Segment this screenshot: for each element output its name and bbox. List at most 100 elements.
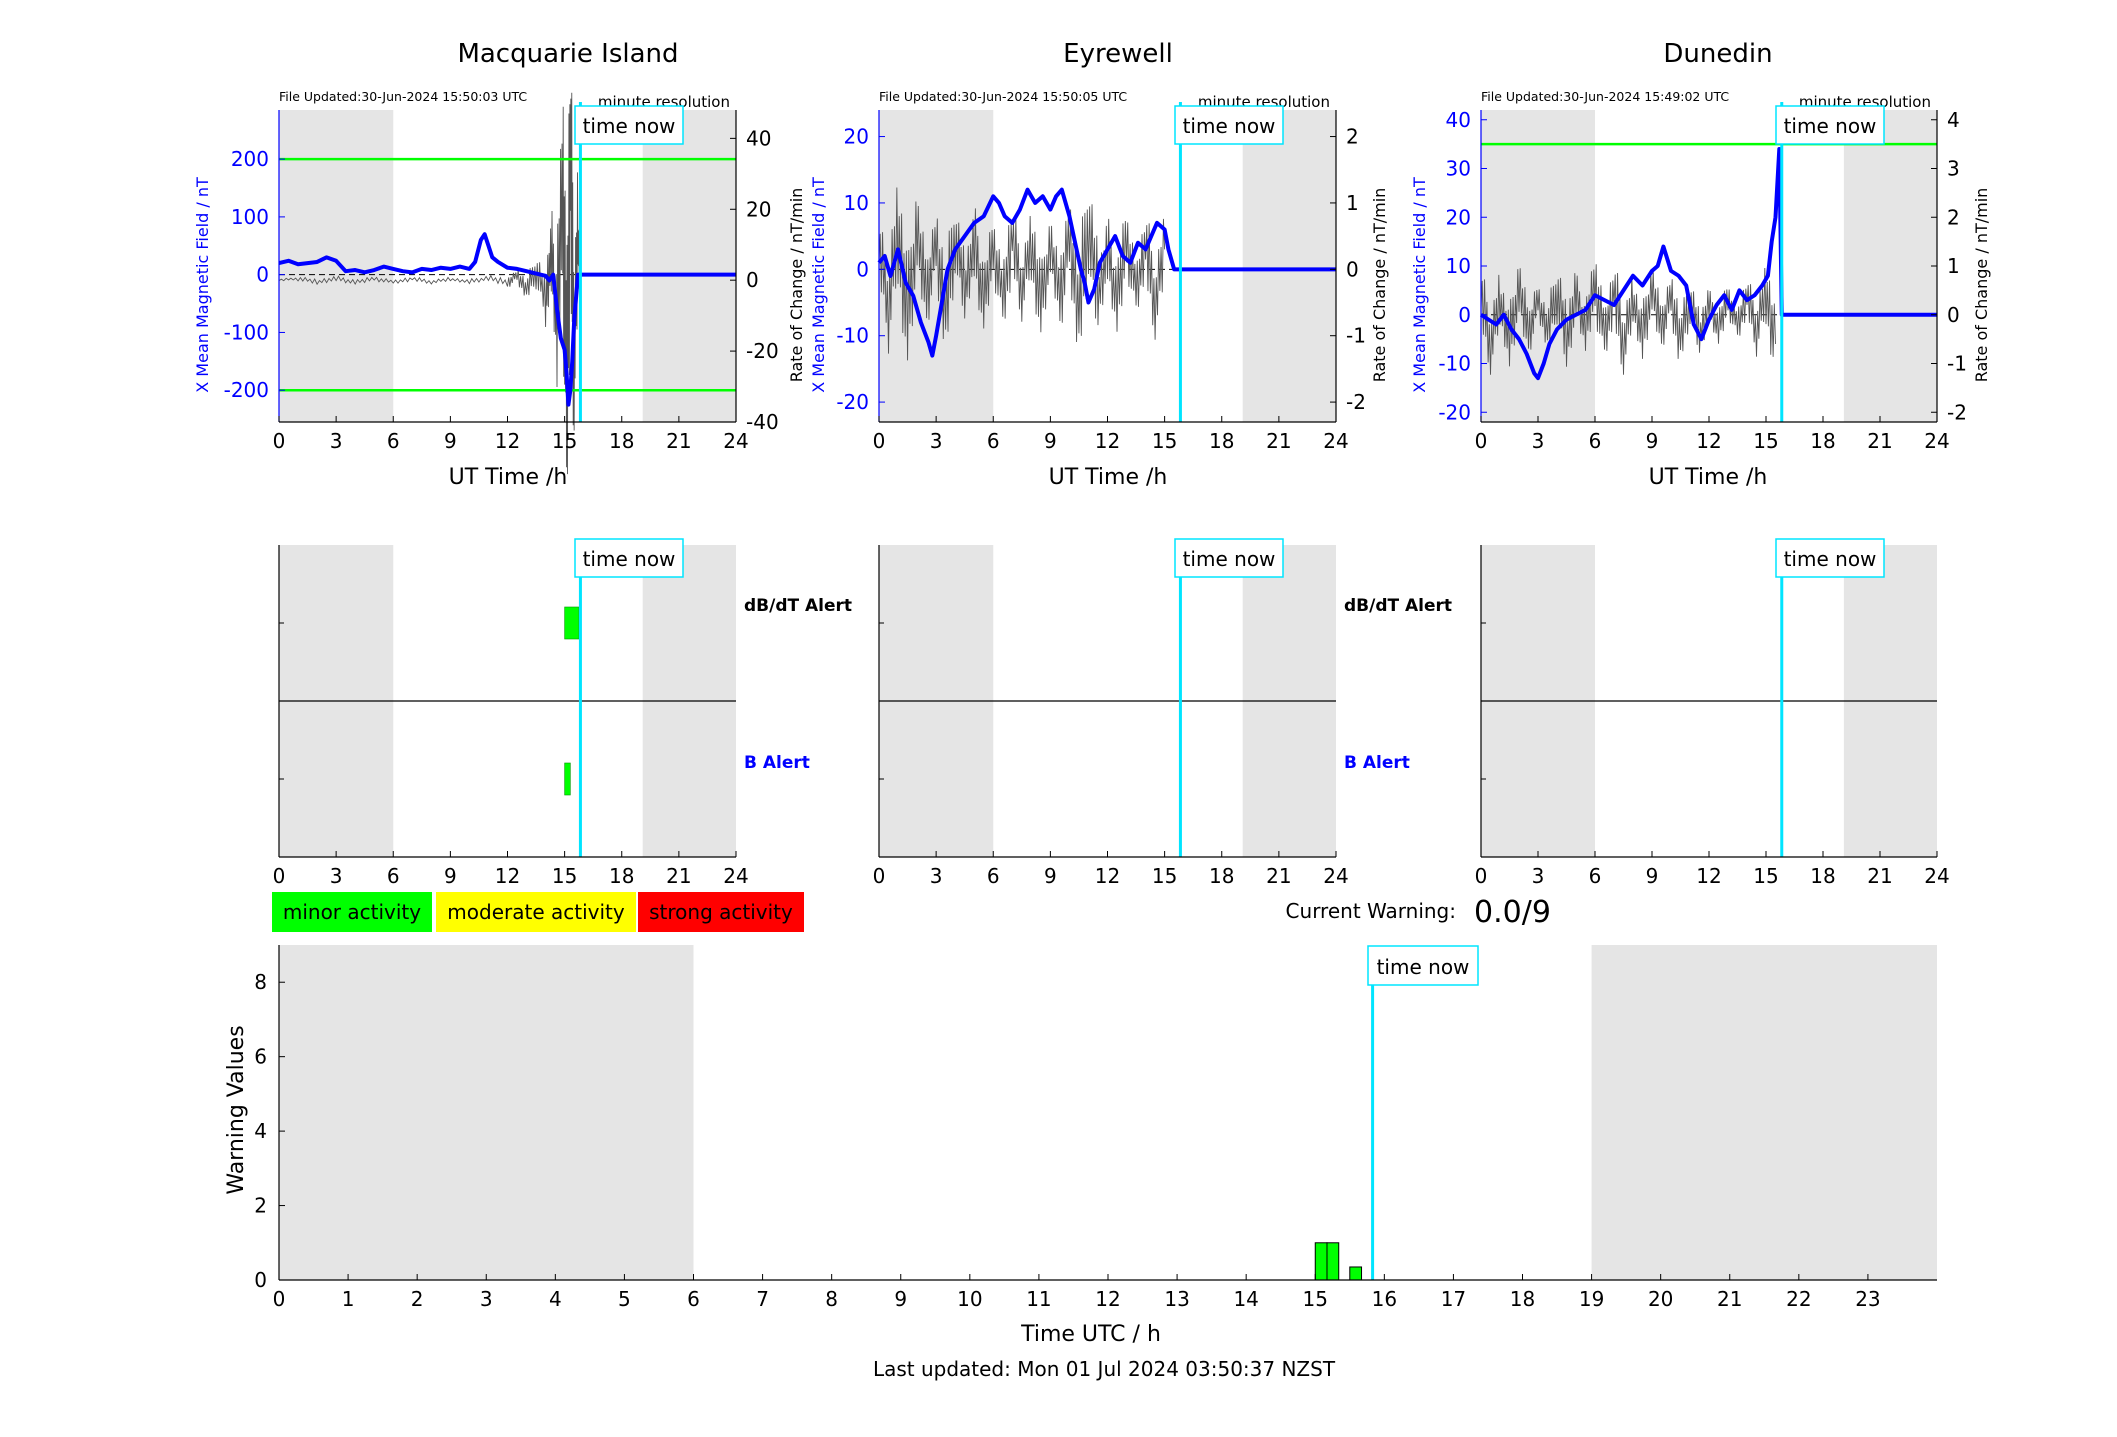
x-tick-label: 21 bbox=[1266, 864, 1291, 888]
y-tick-label-left: 10 bbox=[844, 191, 869, 215]
last-updated-text: Last updated: Mon 01 Jul 2024 03:50:37 N… bbox=[873, 1357, 1336, 1381]
y-tick-label-right: -2 bbox=[1947, 400, 1967, 424]
x-tick-label: 0 bbox=[873, 429, 886, 453]
y-tick-label-right: -1 bbox=[1947, 352, 1967, 376]
x-axis-label: Time UTC / h bbox=[1020, 1322, 1161, 1347]
x-tick-label: 19 bbox=[1579, 1287, 1604, 1311]
x-tick-label: 3 bbox=[330, 429, 343, 453]
y-tick-label-left: 40 bbox=[1446, 108, 1471, 132]
alert-panel-dunedin: 0 3 6 9 12 15 18 21 24 time now bbox=[1475, 538, 1950, 888]
b-alert-label: B Alert bbox=[744, 753, 810, 773]
y-tick-label-left: 20 bbox=[844, 125, 869, 149]
x-tick-label: 12 bbox=[1696, 864, 1721, 888]
night-shading bbox=[279, 110, 394, 422]
y-axis-right-label: Rate of Change / nT/min bbox=[1370, 188, 1389, 383]
y-tick-label-left: -200 bbox=[224, 378, 269, 402]
alert-panel-macquarie: 0 3 6 9 12 15 18 21 24 dB/dT Alert B Alert time … bbox=[273, 538, 852, 888]
b-alert-label: B Alert bbox=[1344, 753, 1410, 773]
x-tick-label: 12 bbox=[495, 429, 520, 453]
warning-plot-area: 0 1 2 3 4 5 6 7 8 9 10 11 12 13 14 15 16 17 18 19 20 21 22 2302… bbox=[254, 945, 1937, 1311]
alert-plot-area: 0 3 6 9 12 15 18 21 24 bbox=[873, 545, 1349, 888]
x-tick-label: 21 bbox=[1717, 1287, 1742, 1311]
y-tick-label-left: 30 bbox=[1446, 157, 1471, 181]
x-tick-label: 21 bbox=[1867, 864, 1892, 888]
warning-bar bbox=[1314, 1242, 1328, 1281]
x-tick-label: 21 bbox=[1867, 429, 1892, 453]
dbdt-alert-label: dB/dT Alert bbox=[1344, 596, 1452, 616]
y-tick-label-right: 0 bbox=[1947, 303, 1960, 327]
y-tick-label-left: -10 bbox=[1438, 352, 1471, 376]
y-tick-label-right: -40 bbox=[746, 410, 779, 434]
y-tick-label: 0 bbox=[254, 1268, 267, 1292]
y-tick-label-left: 0 bbox=[1458, 303, 1471, 327]
time-now-label-box: time now bbox=[1174, 105, 1284, 145]
y-axis-left-label: X Mean Magnetic Field / nT bbox=[193, 177, 212, 393]
rate-of-change-line bbox=[878, 187, 1166, 361]
dbdt-alert-label: dB/dT Alert bbox=[744, 596, 852, 616]
x-tick-label: 0 bbox=[273, 1287, 286, 1311]
x-tick-label: 16 bbox=[1372, 1287, 1397, 1311]
time-now-label-box: time now bbox=[1367, 945, 1479, 986]
warning-bar bbox=[1349, 1266, 1363, 1281]
warning-bar bbox=[1326, 1242, 1340, 1281]
y-axis-right-label: Rate of Change / nT/min bbox=[1972, 188, 1991, 383]
x-tick-label: 0 bbox=[273, 429, 286, 453]
legend-minor-swatch bbox=[272, 892, 432, 932]
time-now-label-box: time now bbox=[1775, 538, 1885, 578]
y-tick-label-right: -1 bbox=[1346, 324, 1366, 348]
x-tick-label: 15 bbox=[552, 429, 577, 453]
time-now-label-box: time now bbox=[574, 105, 684, 145]
x-tick-label: 18 bbox=[1510, 1287, 1535, 1311]
time-now-label-box: time now bbox=[1775, 105, 1885, 145]
x-tick-label: 8 bbox=[825, 1287, 838, 1311]
x-axis-label: UT Time /h bbox=[449, 465, 568, 490]
panel-title: Eyrewell bbox=[1063, 39, 1173, 69]
x-tick-label: 15 bbox=[1152, 429, 1177, 453]
x-tick-label: 0 bbox=[1475, 429, 1488, 453]
y-tick-label-left: 20 bbox=[1446, 205, 1471, 229]
x-tick-label: 15 bbox=[1152, 864, 1177, 888]
x-tick-label: 6 bbox=[1589, 429, 1602, 453]
x-tick-label: 18 bbox=[1209, 864, 1234, 888]
panel-macquarie-island: 0 3 6 9 12 15 18 21 24-200-1000100200-40-2002040… bbox=[193, 39, 806, 490]
time-now-label-box: time now bbox=[574, 538, 684, 578]
x-tick-label: 6 bbox=[687, 1287, 700, 1311]
x-tick-label: 3 bbox=[480, 1287, 493, 1311]
x-tick-label: 4 bbox=[549, 1287, 562, 1311]
night-shading bbox=[1843, 110, 1937, 422]
y-tick-label-right: 4 bbox=[1947, 108, 1960, 132]
x-tick-label: 12 bbox=[1095, 1287, 1120, 1311]
x-tick-label: 18 bbox=[1810, 429, 1835, 453]
panel-title: Macquarie Island bbox=[457, 39, 678, 69]
y-tick-label: 2 bbox=[254, 1194, 267, 1218]
x-tick-label: 9 bbox=[1646, 864, 1659, 888]
time-now-label-box: time now bbox=[1174, 538, 1284, 578]
legend-moderate-swatch bbox=[436, 892, 636, 932]
x-tick-label: 6 bbox=[987, 429, 1000, 453]
y-tick-label: 4 bbox=[254, 1119, 267, 1143]
x-tick-label: 7 bbox=[756, 1287, 769, 1311]
x-tick-label: 9 bbox=[894, 1287, 907, 1311]
x-tick-label: 18 bbox=[609, 864, 634, 888]
alert-plot-area: 0 3 6 9 12 15 18 21 24 bbox=[1475, 545, 1950, 888]
x-tick-label: 6 bbox=[387, 864, 400, 888]
y-tick-label-right: 1 bbox=[1947, 254, 1960, 278]
x-tick-label: 5 bbox=[618, 1287, 631, 1311]
x-tick-label: 14 bbox=[1233, 1287, 1258, 1311]
night-shading bbox=[1481, 110, 1595, 422]
y-tick-label-left: 0 bbox=[856, 257, 869, 281]
y-tick-label: 6 bbox=[254, 1045, 267, 1069]
x-tick-label: 24 bbox=[1323, 864, 1348, 888]
x-tick-label: 18 bbox=[1810, 864, 1835, 888]
legend-moderate-label: moderate activity bbox=[447, 900, 625, 924]
y-tick-label-right: 40 bbox=[746, 126, 771, 150]
y-axis-left-label: X Mean Magnetic Field / nT bbox=[1410, 177, 1429, 393]
x-tick-label: 24 bbox=[1323, 429, 1348, 453]
x-tick-label: 9 bbox=[1646, 429, 1659, 453]
x-tick-label: 17 bbox=[1441, 1287, 1466, 1311]
current-warning-value: 0.0/9 bbox=[1474, 895, 1551, 930]
